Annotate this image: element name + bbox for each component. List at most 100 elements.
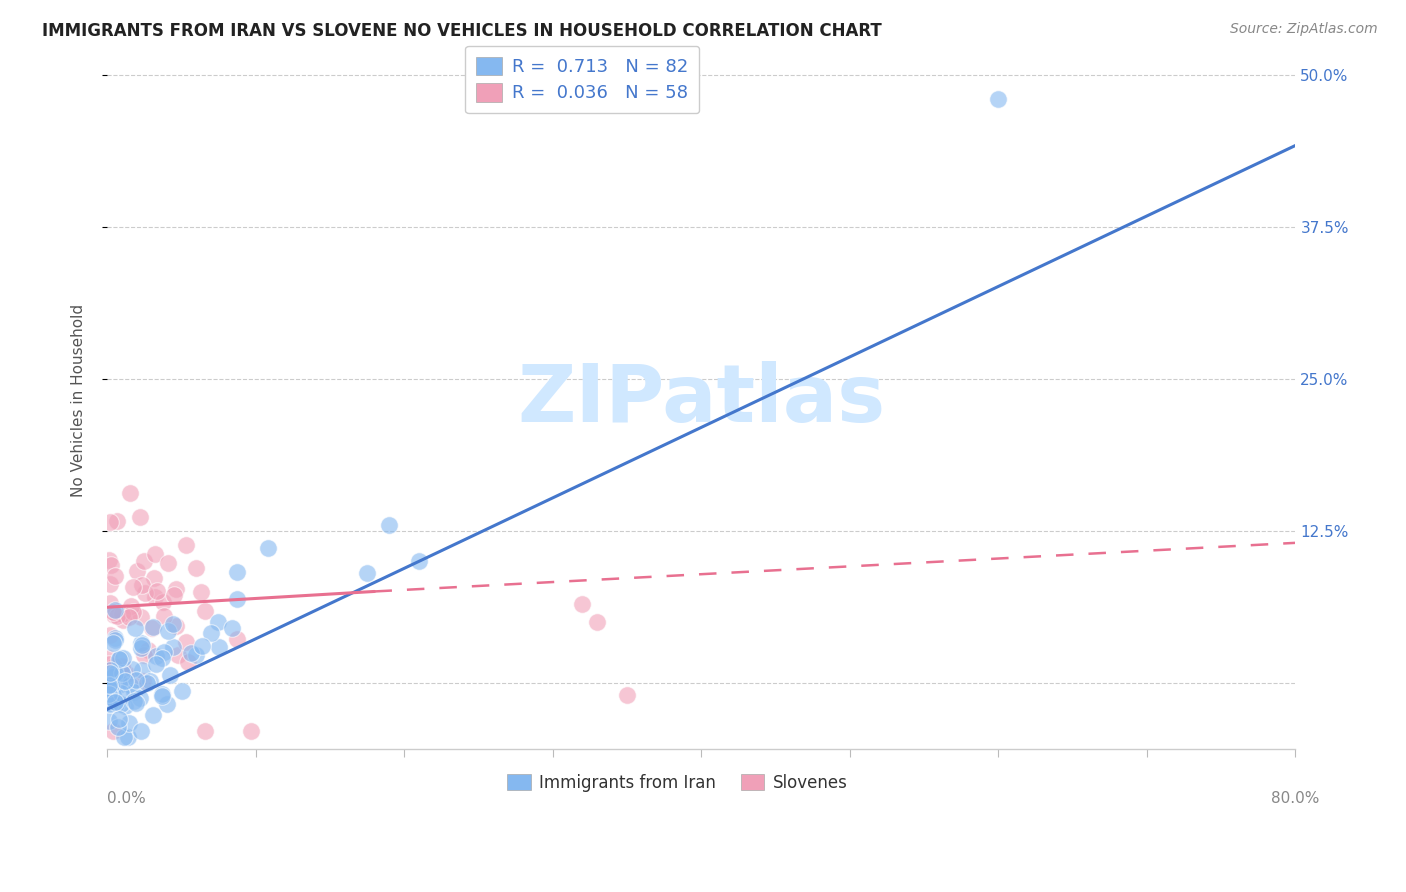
- Point: [97, 687, 120, 701]
- Point: [105, 514, 128, 528]
- Point: [114, 699, 136, 714]
- Point: [165, 619, 187, 633]
- Point: [143, 547, 166, 561]
- Point: [97, 696, 120, 710]
- Point: [145, 657, 167, 672]
- Point: [153, 645, 176, 659]
- Point: [100, 678, 122, 692]
- Text: ZIPatlas: ZIPatlas: [517, 361, 886, 439]
- Point: [132, 674, 155, 689]
- Point: [108, 652, 131, 666]
- Point: [105, 609, 128, 624]
- Point: [111, 669, 134, 683]
- Point: [104, 632, 127, 646]
- Point: [143, 590, 166, 604]
- Point: [131, 578, 153, 592]
- Point: [156, 697, 179, 711]
- Point: [103, 693, 125, 707]
- Point: [125, 673, 148, 687]
- Point: [129, 636, 152, 650]
- Point: [101, 636, 124, 650]
- Point: [141, 621, 163, 635]
- Point: [586, 615, 609, 629]
- Legend: Immigrants from Iran, Slovenes: Immigrants from Iran, Slovenes: [499, 766, 856, 800]
- Point: [108, 673, 131, 687]
- Point: [121, 662, 143, 676]
- Point: [121, 580, 143, 594]
- Point: [616, 688, 638, 702]
- Point: [162, 616, 184, 631]
- Point: [128, 509, 150, 524]
- Point: [146, 584, 169, 599]
- Point: [177, 655, 200, 669]
- Point: [111, 665, 134, 680]
- Point: [111, 659, 134, 673]
- Point: [103, 668, 125, 682]
- Point: [97, 678, 120, 692]
- Point: [104, 695, 127, 709]
- Point: [136, 676, 159, 690]
- Point: [131, 638, 153, 652]
- Point: [221, 621, 243, 635]
- Point: [208, 640, 231, 654]
- Point: [129, 609, 152, 624]
- Text: Source: ZipAtlas.com: Source: ZipAtlas.com: [1230, 22, 1378, 37]
- Point: [150, 689, 173, 703]
- Point: [103, 667, 125, 681]
- Point: [104, 665, 127, 680]
- Point: [103, 605, 125, 619]
- Point: [142, 707, 165, 722]
- Point: [190, 639, 212, 653]
- Point: [112, 731, 135, 745]
- Point: [117, 731, 139, 745]
- Point: [107, 720, 129, 734]
- Point: [159, 668, 181, 682]
- Point: [226, 591, 249, 606]
- Point: [152, 651, 174, 665]
- Point: [356, 566, 378, 581]
- Point: [100, 690, 122, 704]
- Point: [110, 676, 132, 690]
- Point: [98, 663, 121, 677]
- Point: [104, 697, 127, 711]
- Point: [98, 628, 121, 642]
- Point: [129, 641, 152, 656]
- Point: [125, 564, 148, 578]
- Point: [143, 571, 166, 585]
- Point: [170, 683, 193, 698]
- Point: [104, 632, 127, 647]
- Point: [111, 613, 134, 627]
- Point: [257, 541, 280, 556]
- Point: [101, 670, 124, 684]
- Point: [97, 657, 120, 671]
- Point: [193, 724, 215, 739]
- Point: [98, 516, 121, 530]
- Point: [97, 683, 120, 698]
- Point: [104, 569, 127, 583]
- Point: [103, 607, 125, 622]
- Point: [150, 687, 173, 701]
- Point: [152, 595, 174, 609]
- Point: [167, 648, 190, 662]
- Point: [117, 716, 139, 731]
- Point: [101, 724, 124, 739]
- Text: 80.0%: 80.0%: [1271, 791, 1319, 806]
- Point: [987, 92, 1010, 106]
- Point: [112, 651, 135, 665]
- Point: [98, 577, 121, 591]
- Point: [122, 685, 145, 699]
- Point: [100, 558, 122, 573]
- Point: [176, 538, 198, 552]
- Point: [111, 607, 134, 621]
- Point: [98, 553, 121, 567]
- Point: [108, 650, 131, 665]
- Point: [131, 663, 153, 677]
- Point: [115, 667, 138, 681]
- Point: [134, 586, 156, 600]
- Text: IMMIGRANTS FROM IRAN VS SLOVENE NO VEHICLES IN HOUSEHOLD CORRELATION CHART: IMMIGRANTS FROM IRAN VS SLOVENE NO VEHIC…: [42, 22, 882, 40]
- Text: 0.0%: 0.0%: [107, 791, 146, 806]
- Point: [142, 619, 165, 633]
- Point: [180, 646, 202, 660]
- Point: [98, 596, 121, 610]
- Point: [98, 714, 121, 729]
